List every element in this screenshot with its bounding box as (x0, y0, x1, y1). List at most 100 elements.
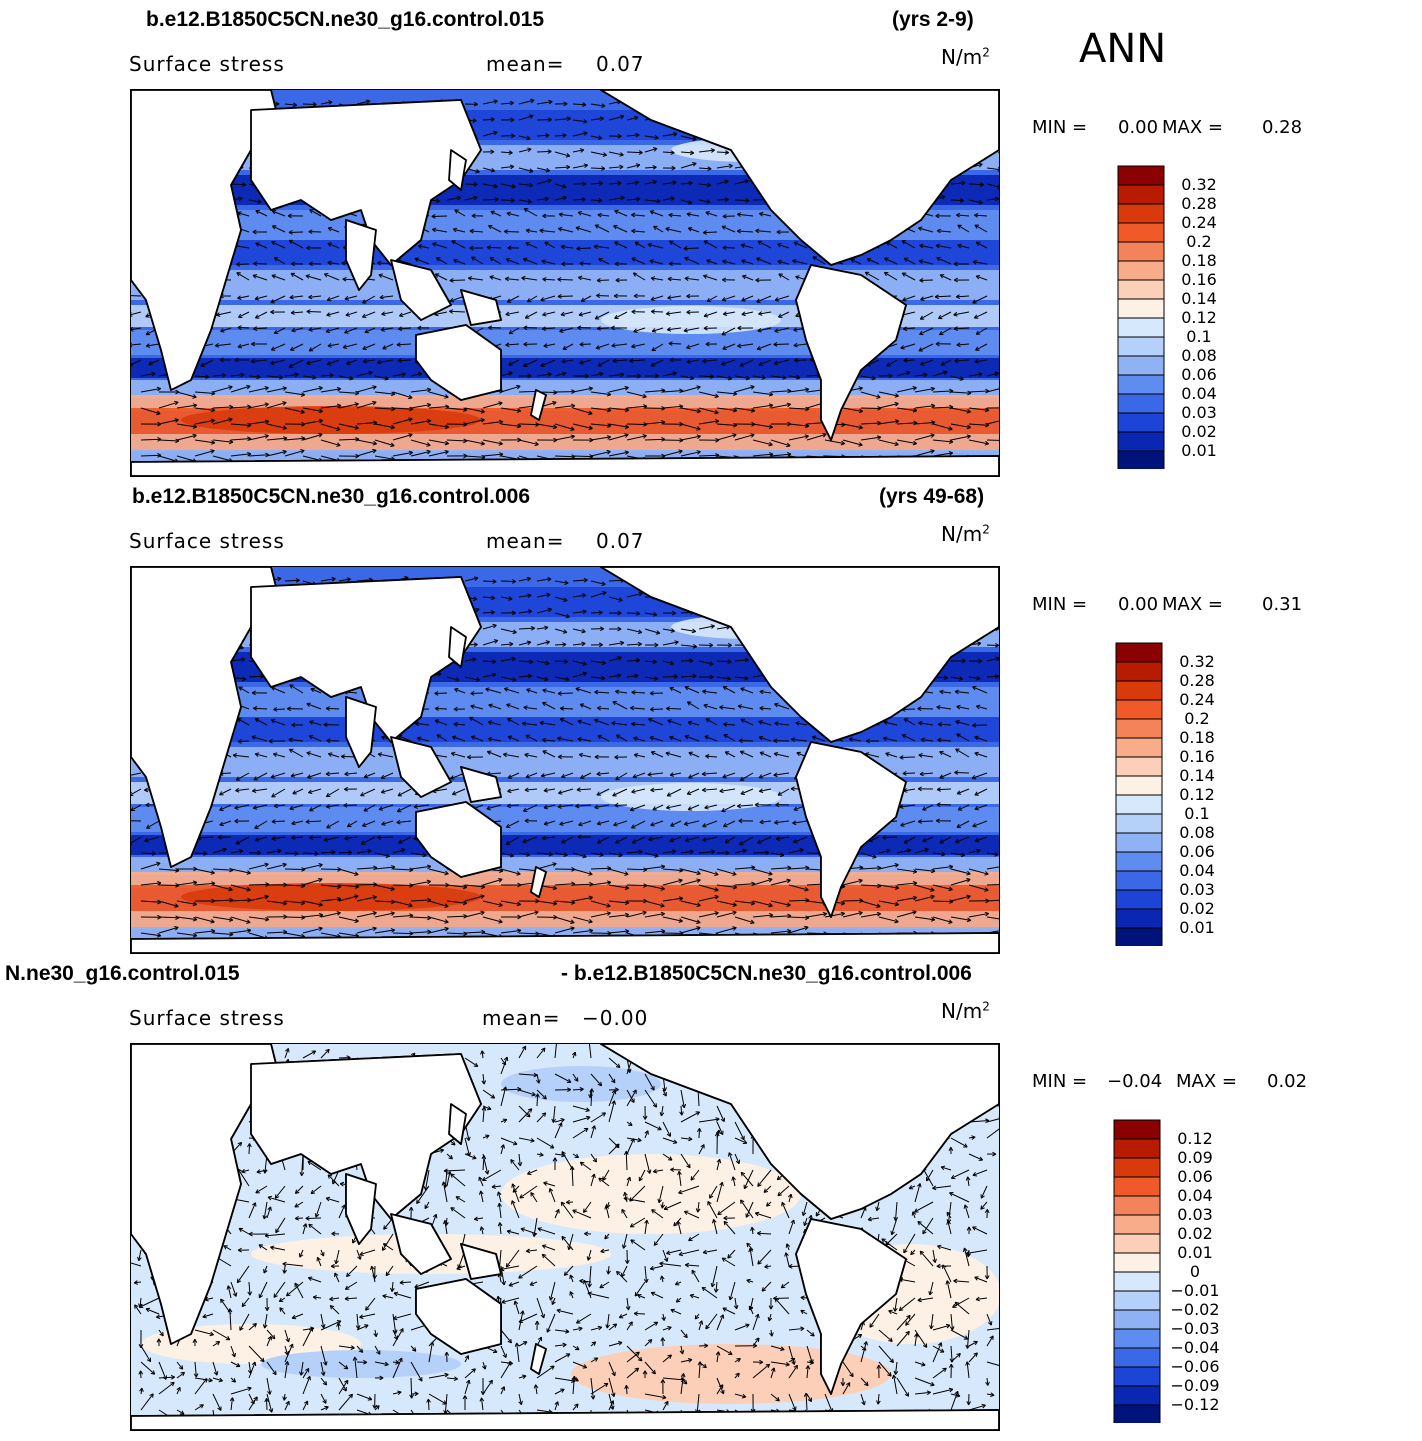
panel-1-years: (yrs 2-9) (892, 8, 974, 31)
panel-1-colorbar-box (1117, 203, 1165, 224)
panel-2-colorbar-tick-label: 0.01 (1179, 918, 1215, 937)
panel-1-min-label: MIN = (1032, 117, 1088, 138)
panel-2-mean-value: 0.07 (596, 529, 645, 553)
panel-2-min-label: MIN = (1032, 594, 1088, 615)
panel-3-colorbar-tick-label: 0.06 (1177, 1167, 1213, 1186)
panel-2-colorbar-tick-label: 0.28 (1179, 671, 1215, 690)
panel-1-colorbar-box (1117, 260, 1165, 281)
panel-3-min-value: −0.04 (1107, 1071, 1163, 1092)
panel-3-mean-value: −0.00 (582, 1006, 649, 1030)
panel-3-colorbar (1113, 1119, 1163, 1423)
panel-1-colorbar-tick-label: 0.03 (1181, 403, 1217, 422)
panel-1-mean-value: 0.07 (596, 52, 645, 76)
panel-3-colorbar-tick-label: 0.01 (1177, 1243, 1213, 1262)
panel-2-colorbar-tick-label: 0.1 (1184, 804, 1210, 823)
panel-3-colorbar-tick-label: −0.03 (1170, 1319, 1220, 1338)
panel-2-colorbar-box (1115, 832, 1163, 853)
panel-1-mean-label: mean= (486, 52, 565, 76)
panel-3-colorbar-tick-label: −0.01 (1170, 1281, 1220, 1300)
panel-1-colorbar-tick-label: 0.18 (1181, 251, 1217, 270)
panel-1-min-value: 0.00 (1118, 117, 1159, 138)
panel-2-units: N/m2 (941, 522, 990, 546)
panel-2-colorbar-tick-label: 0.16 (1179, 747, 1215, 766)
panel-2-min-value: 0.00 (1118, 594, 1159, 615)
panel-3-colorbar-box (1113, 1385, 1161, 1406)
season-label: ANN (1079, 26, 1167, 72)
panel-3-colorbar-box (1113, 1366, 1161, 1387)
panel-3-mean-label: mean= (482, 1006, 561, 1030)
panel-2-map-svg (131, 567, 999, 953)
panel-1-colorbar-box (1117, 222, 1165, 243)
panel-2-colorbar-tick-label: 0.02 (1179, 899, 1215, 918)
panel-1-colorbar-box (1117, 317, 1165, 338)
panel-3-colorbar-tick-label: 0.12 (1177, 1129, 1213, 1148)
panel-3-colorbar-box (1113, 1176, 1161, 1197)
panel-1-colorbar-svg (1117, 165, 1165, 469)
panel-3-min-label: MIN = (1032, 1071, 1088, 1092)
panel-1-colorbar-box (1117, 431, 1165, 452)
panel-2-map (130, 566, 1000, 954)
panel-3-colorbar-tick-label: −0.02 (1170, 1300, 1220, 1319)
panel-3-colorbar-box (1113, 1347, 1161, 1368)
panel-2-colorbar-tick-label: 0.06 (1179, 842, 1215, 861)
panel-3-colorbar-tick-label: 0.04 (1177, 1186, 1213, 1205)
panel-1-colorbar-tick-label: 0.1 (1186, 327, 1212, 346)
panel-3-max-label: MAX = (1176, 1071, 1237, 1092)
panel-2-colorbar-tick-label: 0.24 (1179, 690, 1215, 709)
panel-1-colorbar-box (1117, 393, 1165, 414)
panel-3-colorbar-tick-label: 0.03 (1177, 1205, 1213, 1224)
panel-2-max-label: MAX = (1162, 594, 1223, 615)
panel-2-colorbar-box (1115, 699, 1163, 720)
panel-3-map (130, 1043, 1000, 1431)
panel-3-colorbar-box (1113, 1119, 1161, 1140)
panel-1-max-label: MAX = (1162, 117, 1223, 138)
panel-2-colorbar-box (1115, 661, 1163, 682)
panel-2-colorbar-tick-label: 0.03 (1179, 880, 1215, 899)
panel-1-colorbar-tick-label: 0.28 (1181, 194, 1217, 213)
panel-1-colorbar-box (1117, 355, 1165, 376)
panel-3-case-name: N.ne30_g16.control.015 (5, 962, 240, 985)
panel-3-colorbar-box (1113, 1195, 1161, 1216)
panel-3-colorbar-tick-label: −0.09 (1170, 1376, 1220, 1395)
panel-1-colorbar-tick-label: 0.24 (1181, 213, 1217, 232)
panel-2-colorbar-tick-label: 0.14 (1179, 766, 1215, 785)
panel-1-colorbar-tick-label: 0.02 (1181, 422, 1217, 441)
panel-3-colorbar-box (1113, 1157, 1161, 1178)
panel-3-colorbar-tick-label: 0.02 (1177, 1224, 1213, 1243)
panel-1-colorbar-box (1117, 241, 1165, 262)
panel-2-years: (yrs 49-68) (879, 485, 985, 508)
panel-2-case-name: b.e12.B1850C5CN.ne30_g16.control.006 (132, 485, 531, 508)
panel-3-colorbar-box (1113, 1271, 1161, 1292)
panel-1-colorbar-box (1117, 184, 1165, 205)
panel-1-colorbar-tick-label: 0.2 (1186, 232, 1212, 251)
panel-1-colorbar-box (1117, 165, 1165, 186)
panel-3-map-svg (131, 1044, 999, 1430)
panel-2-colorbar-box (1115, 756, 1163, 777)
panel-1-colorbar-box (1117, 336, 1165, 357)
panel-3-colorbar-tick-label: 0.09 (1177, 1148, 1213, 1167)
panel-3-subtitle: Surface stress (129, 1006, 285, 1030)
panel-2-colorbar-box (1115, 870, 1163, 891)
panel-3-colorbar-tick-label: −0.04 (1170, 1338, 1220, 1357)
panel-2-colorbar-tick-label: 0.04 (1179, 861, 1215, 880)
panel-2-colorbar-box (1115, 813, 1163, 834)
panel-2-colorbar-tick-label: 0.12 (1179, 785, 1215, 804)
panel-1-colorbar-tick-label: 0.14 (1181, 289, 1217, 308)
panel-2-colorbar (1115, 642, 1165, 946)
panel-2-colorbar-tick-label: 0.2 (1184, 709, 1210, 728)
panel-2-colorbar-box (1115, 718, 1163, 739)
panel-2-subtitle: Surface stress (129, 529, 285, 553)
panel-3-colorbar-box (1113, 1233, 1161, 1254)
panel-1-colorbar-tick-label: 0.32 (1181, 175, 1217, 194)
panel-3-colorbar-box (1113, 1328, 1161, 1349)
panel-1-colorbar (1117, 165, 1167, 469)
panel-3-colorbar-tick-label: 0 (1189, 1262, 1201, 1281)
panel-3-colorbar-box (1113, 1138, 1161, 1159)
panel-1-colorbar-box (1117, 374, 1165, 395)
panel-2-mean-label: mean= (486, 529, 565, 553)
panel-3-max-value: 0.02 (1267, 1071, 1308, 1092)
panel-3-colorbar-box (1113, 1309, 1161, 1330)
panel-3-colorbar-tick-label: −0.06 (1170, 1357, 1220, 1376)
panel-1-case-name: b.e12.B1850C5CN.ne30_g16.control.015 (146, 8, 545, 31)
panel-1-max-value: 0.28 (1262, 117, 1303, 138)
